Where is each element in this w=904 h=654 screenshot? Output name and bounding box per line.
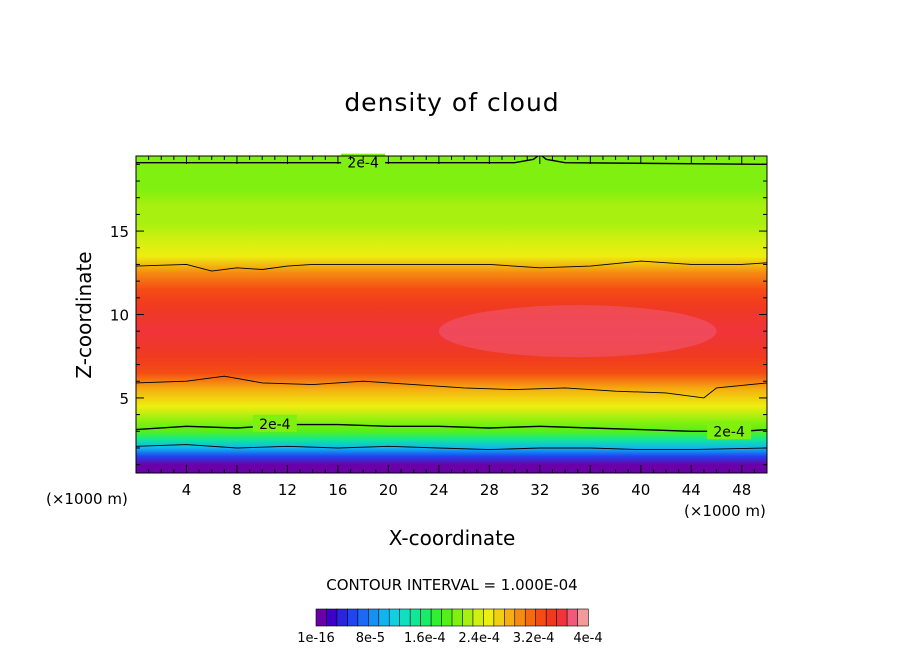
colorbar-swatch-24 [566,608,579,627]
contour-label-0: 2e-4 [347,156,379,172]
colorbar-swatch-18 [504,608,516,627]
colorbar-swatch-5 [368,608,380,627]
colorbar-swatch-20 [524,608,537,627]
colorbar-swatch-21 [535,608,547,627]
x-unit-left: (×1000 m) [46,490,128,508]
colorbar-label-3: 2.4e-4 [458,631,500,646]
x-tick-label-7: 32 [530,481,549,499]
density-core-patches [438,305,717,358]
x-tick-label-4: 20 [379,481,398,499]
contour-line-1 [136,260,767,272]
y-axis-label: Z-coordinate [72,251,96,379]
x-tick-label-8: 36 [581,481,600,499]
colorbar-label-2: 1.6e-4 [404,631,446,646]
y-tick-label-2: 15 [110,223,129,241]
x-tick-label-0: 4 [182,481,192,499]
colorbar-swatch-1 [326,608,338,627]
colorbar-label-1: 8e-5 [356,631,385,646]
colorbar-swatch-11 [430,608,443,627]
colorbar-swatch-14 [462,608,474,627]
colorbar-label-0: 1e-16 [297,631,335,646]
x-tick-label-10: 44 [682,481,701,499]
y-tick-label-1: 10 [110,307,129,325]
colorbar-swatch-3 [347,608,359,627]
x-unit-right: (×1000 m) [684,502,766,520]
density-core [438,305,717,358]
colorbar: 1e-16 8e-5 1.6e-4 2.4e-4 3.2e-4 4e-4 [297,608,603,646]
x-tick-label-11: 48 [732,481,751,499]
contour-line-0 [136,156,767,165]
colorbar-swatch-10 [420,608,432,627]
contour-lines [136,156,767,451]
contour-line-3 [136,423,767,432]
colorbar-swatch-12 [441,608,453,627]
x-tick-label-5: 24 [429,481,448,499]
colorbar-label-4: 3.2e-4 [513,631,555,646]
contour-label-1: 2e-4 [259,417,291,433]
contour-interval-label: CONTOUR INTERVAL = 1.000E-04 [326,576,578,594]
contour-labels: 2e-4 2e-4 2e-4 [252,153,752,440]
contour-label-bg-0 [341,153,386,171]
colorbar-swatch-4 [357,608,369,627]
contour-line-4 [136,444,767,451]
x-axis-label: X-coordinate [388,526,516,550]
x-tick-label-2: 12 [278,481,297,499]
colorbar-swatch-23 [556,608,568,627]
colorbar-swatch-25 [577,608,589,627]
colorbar-swatch-0 [315,608,328,627]
contour-label-2: 2e-4 [713,424,745,440]
colorbar-swatch-6 [378,608,390,627]
x-tick-label-1: 8 [232,481,242,499]
colorbar-swatch-19 [514,608,526,627]
colorbar-swatch-8 [399,608,411,627]
contour-line-2 [136,375,767,399]
colorbar-swatch-2 [336,608,348,627]
colorbar-swatch-9 [409,608,422,627]
y-tick-label-0: 5 [119,390,129,408]
x-tick-label-3: 16 [328,481,347,499]
x-tick-label-6: 28 [480,481,499,499]
colorbar-swatch-17 [493,608,505,627]
colorbar-swatch-15 [472,608,484,627]
chart-title: density of cloud [344,88,560,117]
colorbar-swatch-13 [451,608,464,627]
colorbar-label-5: 4e-4 [573,631,602,646]
contour-label-bg-2 [707,422,752,440]
y-axis-ticks: 5 10 15 [110,163,767,466]
x-tick-label-9: 40 [631,481,650,499]
x-axis-ticks: 4 8 12 16 20 24 28 32 36 40 44 48 [148,156,755,499]
contour-label-bg-1 [252,414,297,432]
colorbar-swatch-16 [483,608,495,627]
colorbar-swatch-22 [545,608,558,627]
colorbar-swatch-7 [388,608,401,627]
